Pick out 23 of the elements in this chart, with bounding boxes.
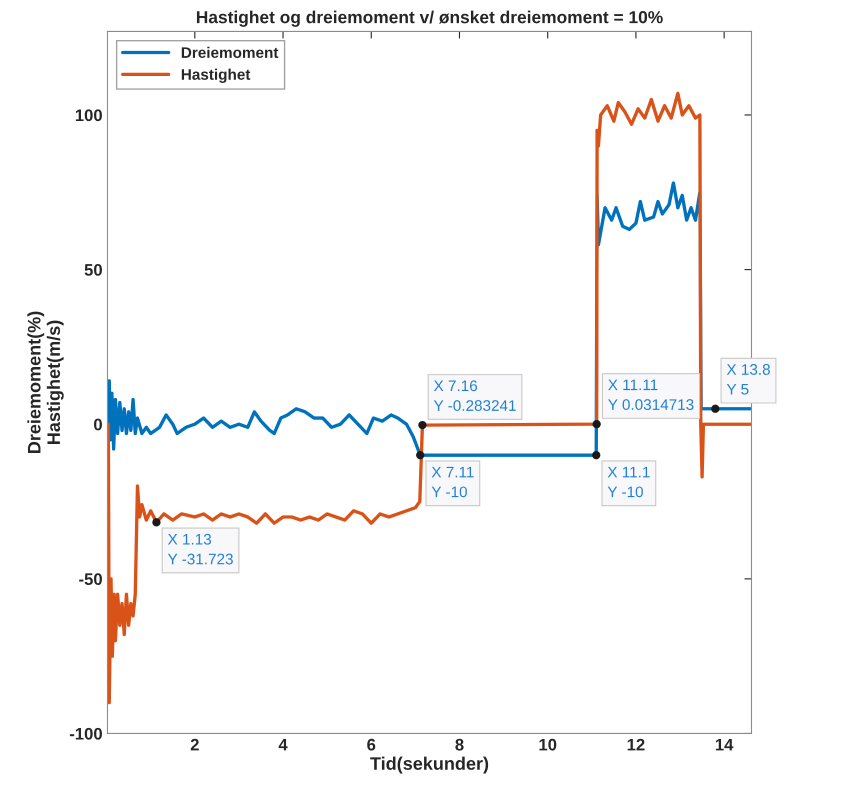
chart-title: Hastighet og dreiemoment v/ ønsket dreiemoment = 10%: [196, 10, 663, 27]
y-tick-label: 50: [84, 264, 102, 276]
x-tick-label: 8: [455, 738, 464, 751]
y-tick-label: 100: [76, 109, 102, 122]
x-tick-label: 6: [367, 738, 376, 751]
annotation: X 7.11 Y -10: [432, 466, 474, 498]
y-tick-label: -50: [79, 573, 102, 586]
x-tick-label: 10: [539, 738, 556, 751]
annotation: X 11.1 Y -10: [608, 466, 650, 498]
annotation: X 1.13 Y -31.723: [168, 534, 233, 564]
y-axis-title: Dreiemoment(%) Hastighet(m/s): [27, 312, 64, 454]
x-tick-label: 12: [628, 738, 645, 750]
y-tick-label: -100: [70, 728, 102, 740]
y-tick-label: 0: [94, 418, 102, 430]
legend-label: Hastighet: [182, 68, 250, 83]
annotation: X 11.11 Y 0.0314713: [608, 380, 694, 410]
x-tick-label: 2: [190, 738, 199, 750]
annotation: X 13.8 Y 5: [726, 364, 770, 395]
x-tick-label: 14: [716, 738, 734, 750]
x-tick-label: 4: [278, 738, 288, 750]
legend-label: Dreiemoment: [182, 46, 278, 58]
annotation: X 7.16 Y -0.283241: [434, 380, 516, 411]
x-axis-title: Tid(sekunder): [370, 756, 488, 774]
